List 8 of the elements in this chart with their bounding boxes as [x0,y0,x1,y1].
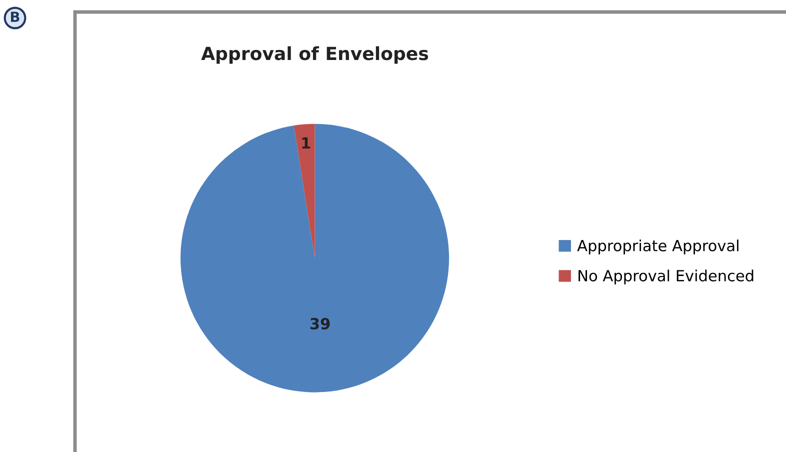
pie-slice [180,124,450,392]
chart-title: Approval of Envelopes [201,46,428,64]
data-label: 1 [302,137,310,149]
legend-label: No Approval Evidenced [578,270,754,284]
text: B [10,12,20,22]
legend-label: Appropriate Approval [577,240,738,254]
pie-slice [294,124,315,258]
data-label: 39 [310,318,330,330]
